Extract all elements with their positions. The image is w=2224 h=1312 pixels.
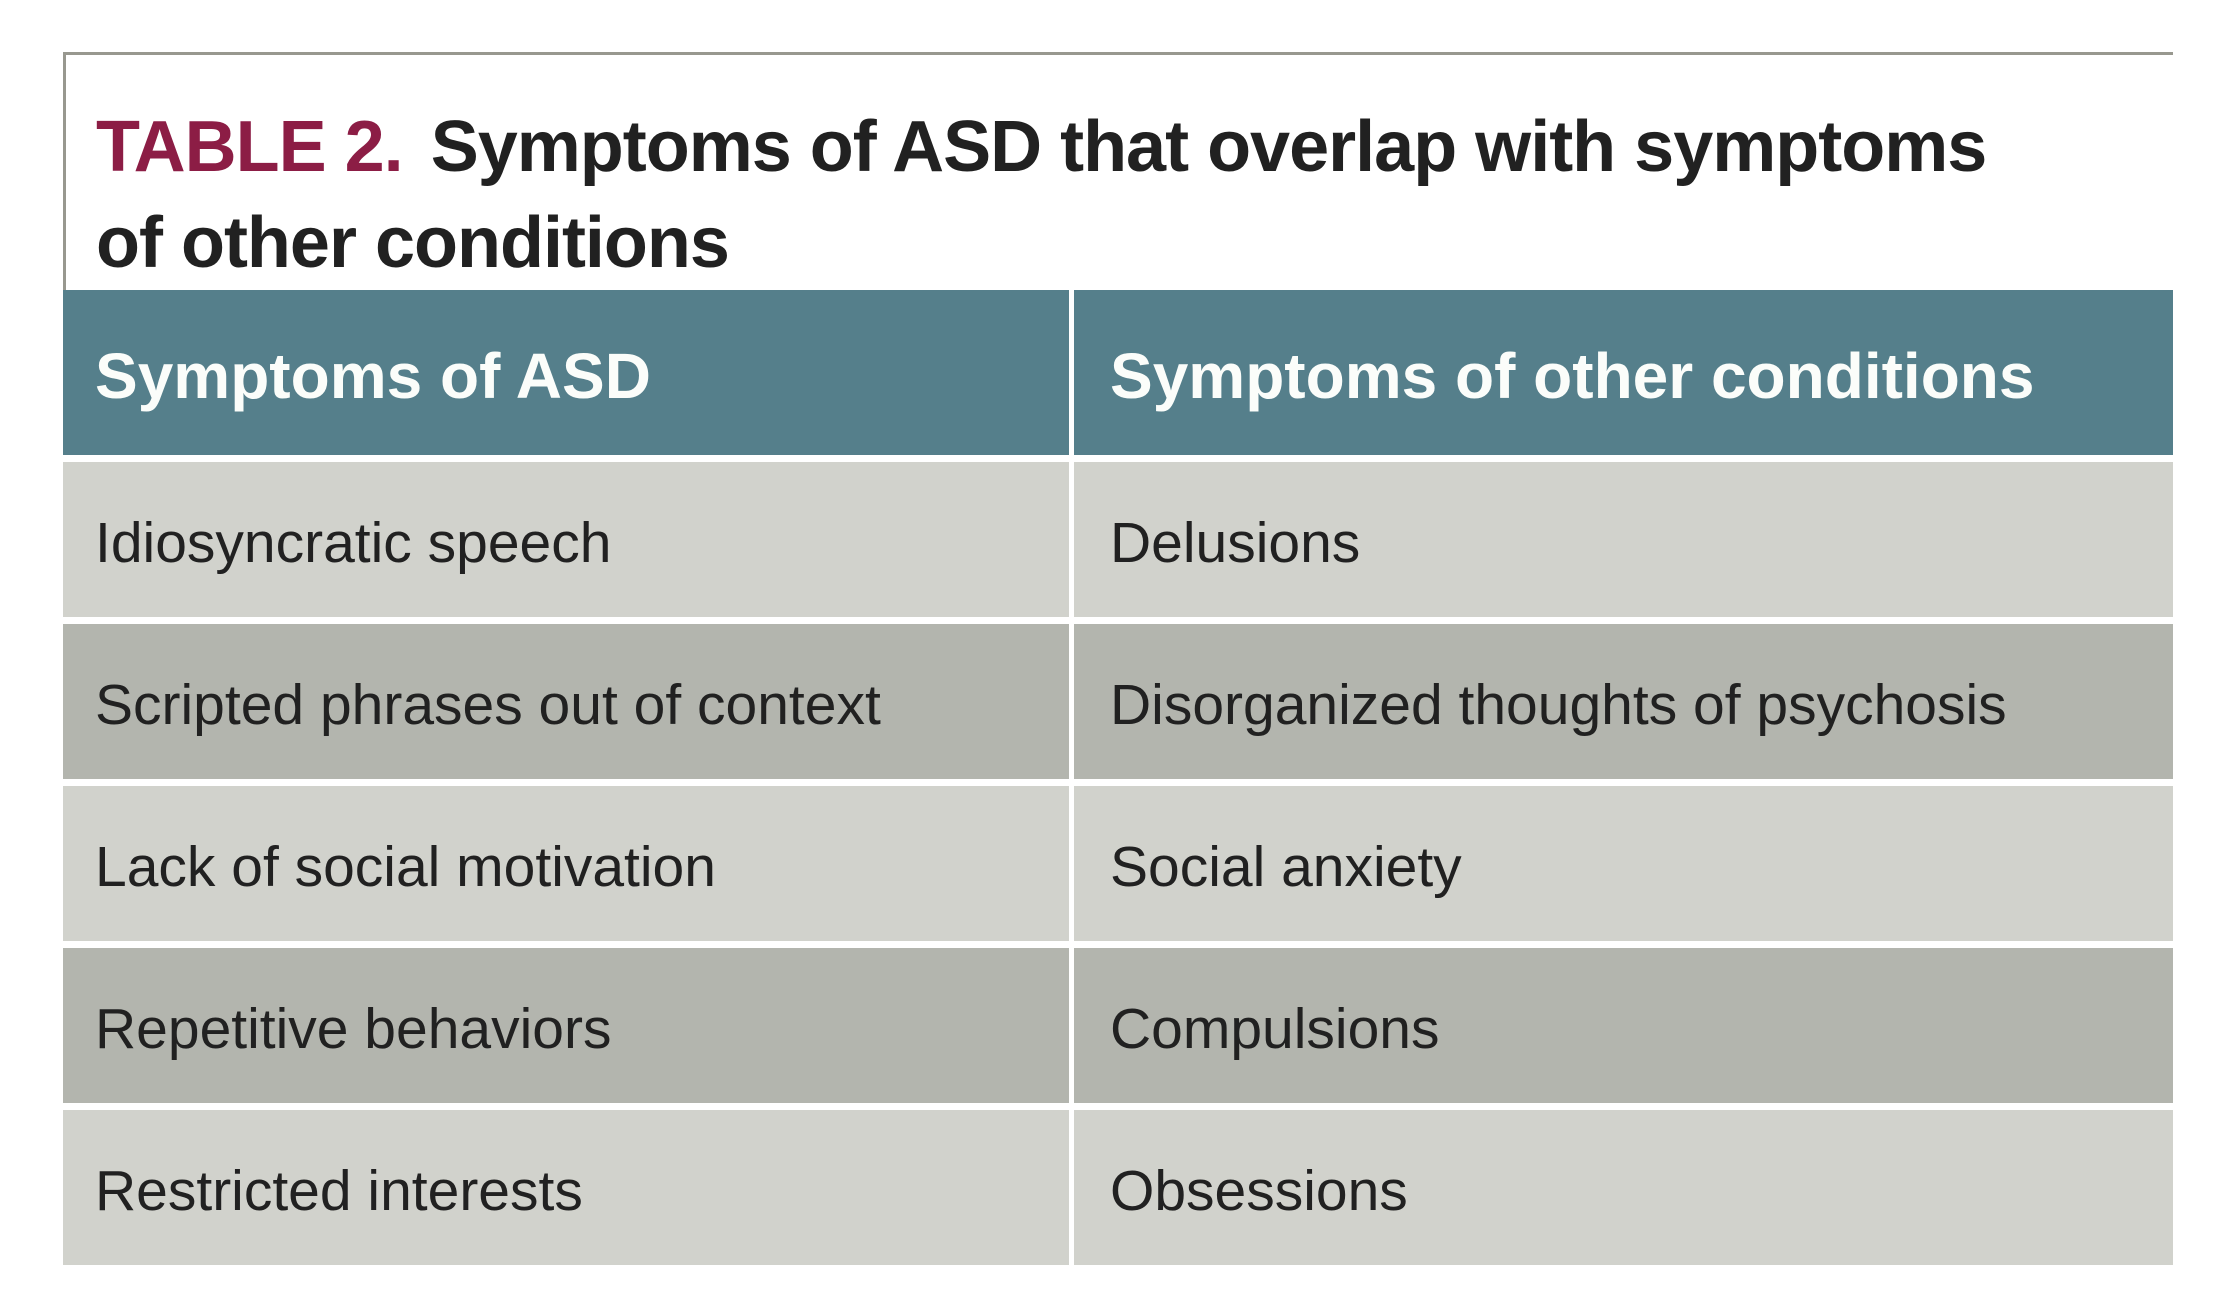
cell-other-symptom: Compulsions	[1074, 948, 2173, 1103]
cell-asd-symptom: Scripted phrases out of context	[63, 624, 1069, 779]
cell-other-symptom: Delusions	[1074, 462, 2173, 617]
cell-asd-symptom: Idiosyncratic speech	[63, 462, 1069, 617]
table-row: Scripted phrases out of context Disorgan…	[63, 624, 2173, 779]
table-caption-line1: Symptoms of ASD that overlap with sympto…	[430, 107, 1988, 187]
column-header-symptoms-of-other-conditions: Symptoms of other conditions	[1074, 290, 2173, 455]
table-figure: TABLE 2. Symptoms of ASD that overlap wit…	[63, 52, 2173, 1265]
table-row: Lack of social motivation Social anxiety	[63, 786, 2173, 941]
column-header-symptoms-of-asd: Symptoms of ASD	[63, 290, 1069, 455]
table-number-label: TABLE 2.	[96, 107, 404, 187]
symptoms-table: Symptoms of ASD Symptoms of other condit…	[63, 290, 2173, 1265]
table-header-row: Symptoms of ASD Symptoms of other condit…	[63, 290, 2173, 455]
table-caption: TABLE 2. Symptoms of ASD that overlap wit…	[63, 55, 2173, 290]
table-row: Restricted interests Obsessions	[63, 1110, 2173, 1265]
cell-other-symptom: Disorganized thoughts of psychosis	[1074, 624, 2173, 779]
cell-asd-symptom: Lack of social motivation	[63, 786, 1069, 941]
table-caption-line2: of other conditions	[96, 203, 730, 283]
cell-other-symptom: Social anxiety	[1074, 786, 2173, 941]
cell-other-symptom: Obsessions	[1074, 1110, 2173, 1265]
table-row: Repetitive behaviors Compulsions	[63, 948, 2173, 1103]
cell-asd-symptom: Restricted interests	[63, 1110, 1069, 1265]
table-row: Idiosyncratic speech Delusions	[63, 462, 2173, 617]
cell-asd-symptom: Repetitive behaviors	[63, 948, 1069, 1103]
